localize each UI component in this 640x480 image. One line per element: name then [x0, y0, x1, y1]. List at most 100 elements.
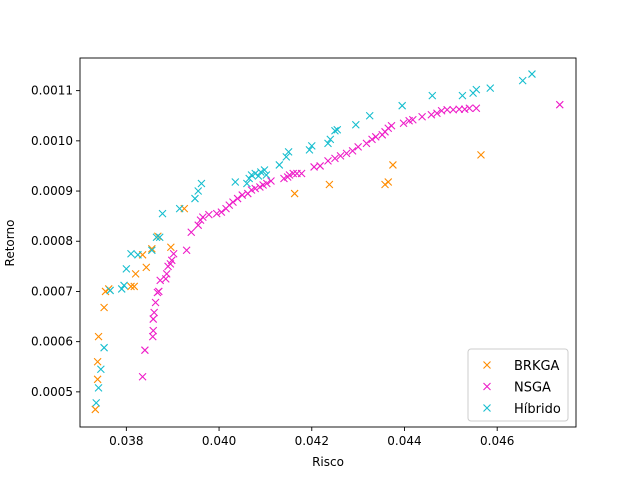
data-point [324, 157, 332, 165]
legend-label: NSGA [514, 381, 551, 396]
y-tick-label: 0.0005 [31, 385, 73, 399]
y-tick-label: 0.0008 [31, 234, 73, 248]
data-point [275, 161, 284, 169]
data-point [284, 147, 293, 156]
data-point [472, 85, 481, 94]
data-point [362, 139, 371, 148]
data-point [117, 285, 126, 293]
data-point [155, 233, 164, 242]
data-point [342, 149, 351, 158]
data-point [120, 281, 128, 290]
data-point [167, 256, 176, 265]
data-point [282, 153, 291, 161]
data-point [310, 163, 318, 171]
data-point [96, 365, 105, 374]
data-point [518, 76, 527, 85]
data-point [371, 132, 380, 141]
legend-marker [483, 361, 491, 369]
series-1 [138, 100, 564, 381]
data-point [316, 162, 325, 170]
legend-label: Híbrido [514, 402, 561, 417]
data-point [142, 263, 151, 272]
data-point [158, 209, 167, 218]
data-point [465, 104, 474, 113]
x-tick-label: 0.046 [480, 434, 514, 448]
data-point [460, 105, 469, 114]
data-point [351, 120, 360, 129]
data-point [134, 250, 142, 259]
data-point [326, 135, 335, 144]
data-point [175, 204, 184, 213]
data-point [130, 282, 139, 291]
data-point [147, 246, 156, 255]
x-tick-label: 0.040 [202, 434, 236, 448]
data-point [331, 154, 339, 163]
data-point [297, 169, 306, 178]
data-point [93, 357, 102, 366]
data-point [472, 104, 481, 113]
data-point [262, 171, 271, 179]
x-tick-label: 0.044 [387, 434, 421, 448]
data-point [131, 269, 140, 278]
data-point [245, 174, 254, 183]
data-point [100, 343, 108, 352]
data-point [368, 135, 376, 144]
points-layer [91, 70, 564, 414]
data-point [204, 210, 213, 219]
data-point [354, 142, 363, 151]
data-point [242, 179, 251, 188]
data-point [398, 101, 407, 110]
data-point [231, 178, 240, 186]
data-point [212, 209, 221, 218]
data-point [389, 161, 397, 169]
data-point [289, 169, 298, 178]
data-point [92, 399, 101, 407]
data-point [94, 332, 103, 341]
x-tick-label: 0.042 [295, 434, 329, 448]
data-point [290, 189, 299, 198]
data-point [324, 139, 332, 148]
data-point [217, 208, 226, 217]
data-point [106, 286, 115, 295]
ticks-layer: 0.038 0.040 0.042 0.044 0.046 0.0005 0.0006 0.0… [31, 84, 514, 448]
data-point [182, 246, 191, 255]
y-axis-title: Retorno [3, 220, 17, 267]
data-point [528, 70, 536, 78]
series-0 [91, 151, 485, 414]
data-point [254, 172, 263, 180]
data-point [149, 315, 158, 323]
data-point [93, 375, 102, 384]
plot-frame [79, 57, 577, 428]
data-point [138, 372, 147, 381]
data-point [169, 249, 178, 258]
data-point [238, 191, 247, 199]
data-point [194, 187, 203, 195]
x-tick-label: 0.038 [109, 434, 143, 448]
data-point [191, 194, 199, 203]
legend: BRKGA NSGA Híbrido [467, 348, 569, 422]
data-point [151, 298, 160, 307]
data-point [365, 111, 374, 120]
data-point [555, 100, 564, 109]
y-tick-label: 0.0007 [31, 284, 73, 298]
data-point [94, 383, 103, 392]
data-point [150, 308, 159, 317]
data-point [433, 109, 441, 118]
data-point [198, 213, 207, 222]
data-point [127, 249, 135, 258]
data-point [305, 145, 314, 154]
legend-box [467, 348, 569, 422]
data-point [91, 405, 100, 414]
data-point [348, 146, 357, 155]
data-point [154, 287, 163, 296]
data-point [333, 125, 342, 134]
data-point [148, 332, 157, 341]
data-point [325, 180, 334, 189]
data-point [156, 276, 165, 285]
data-point [162, 269, 171, 278]
x-axis-title: Risco [312, 455, 344, 469]
data-point [251, 184, 260, 193]
data-point [233, 194, 242, 203]
data-point [428, 91, 437, 100]
